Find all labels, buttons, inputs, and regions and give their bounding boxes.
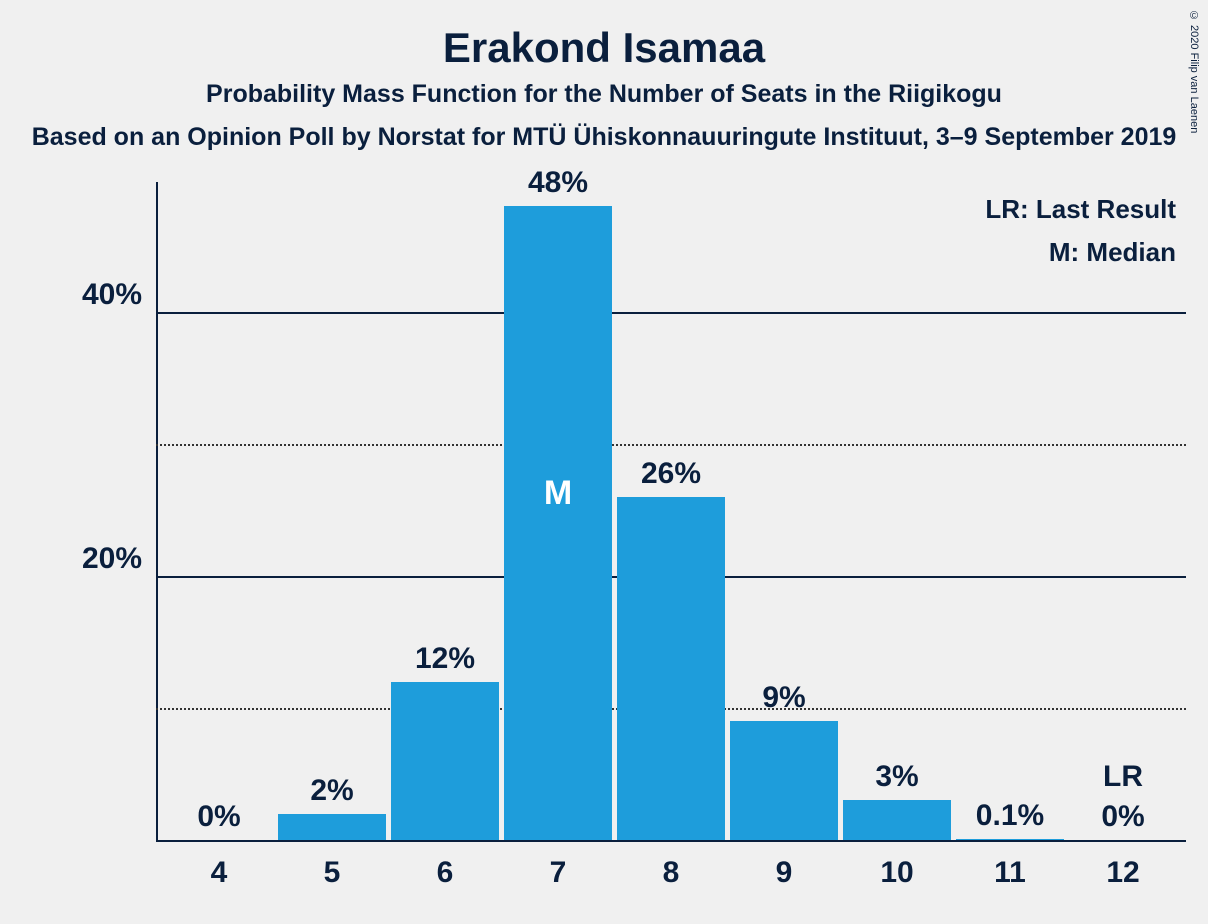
x-tick-label: 7 [550, 856, 567, 890]
bar [617, 497, 725, 840]
bar-value-label: 3% [875, 760, 918, 794]
x-tick-label: 5 [324, 856, 341, 890]
bar [730, 721, 838, 840]
last-result-marker: LR [1103, 760, 1143, 794]
chart-title: Erakond Isamaa [0, 0, 1208, 72]
chart-area: 20%40%0%42%512%648%7M26%89%93%100.1%110%… [156, 182, 1186, 842]
copyright-text: © 2020 Filip van Laenen [1188, 10, 1200, 133]
bar-value-label: 26% [641, 457, 701, 491]
bar [504, 206, 612, 840]
y-tick-label: 40% [82, 278, 142, 312]
x-tick-label: 4 [211, 856, 228, 890]
x-axis [156, 840, 1186, 842]
bar-value-label: 0.1% [976, 799, 1044, 833]
bar [843, 800, 951, 840]
y-axis [156, 182, 158, 842]
bar-value-label: 0% [197, 800, 240, 834]
gridline-minor [156, 444, 1186, 446]
bar [391, 682, 499, 840]
x-tick-label: 12 [1106, 856, 1139, 890]
chart-subtitle: Probability Mass Function for the Number… [0, 80, 1208, 109]
bar-value-label: 12% [415, 642, 475, 676]
x-tick-label: 8 [663, 856, 680, 890]
bar-value-label: 2% [310, 774, 353, 808]
x-tick-label: 6 [437, 856, 454, 890]
legend-m: M: Median [985, 237, 1176, 268]
bar [956, 839, 1064, 840]
legend: LR: Last Result M: Median [985, 194, 1176, 280]
bar [278, 814, 386, 840]
gridline-major [156, 312, 1186, 314]
bar-value-label: 48% [528, 166, 588, 200]
x-tick-label: 9 [776, 856, 793, 890]
bar-value-label: 9% [762, 681, 805, 715]
bar-value-label: 0% [1101, 800, 1144, 834]
y-tick-label: 20% [82, 542, 142, 576]
x-tick-label: 11 [994, 856, 1026, 890]
legend-lr: LR: Last Result [985, 194, 1176, 225]
x-tick-label: 10 [880, 856, 913, 890]
plot-region: 20%40%0%42%512%648%7M26%89%93%100.1%110%… [156, 182, 1186, 842]
chart-source: Based on an Opinion Poll by Norstat for … [0, 123, 1208, 152]
median-marker: M [544, 474, 572, 513]
